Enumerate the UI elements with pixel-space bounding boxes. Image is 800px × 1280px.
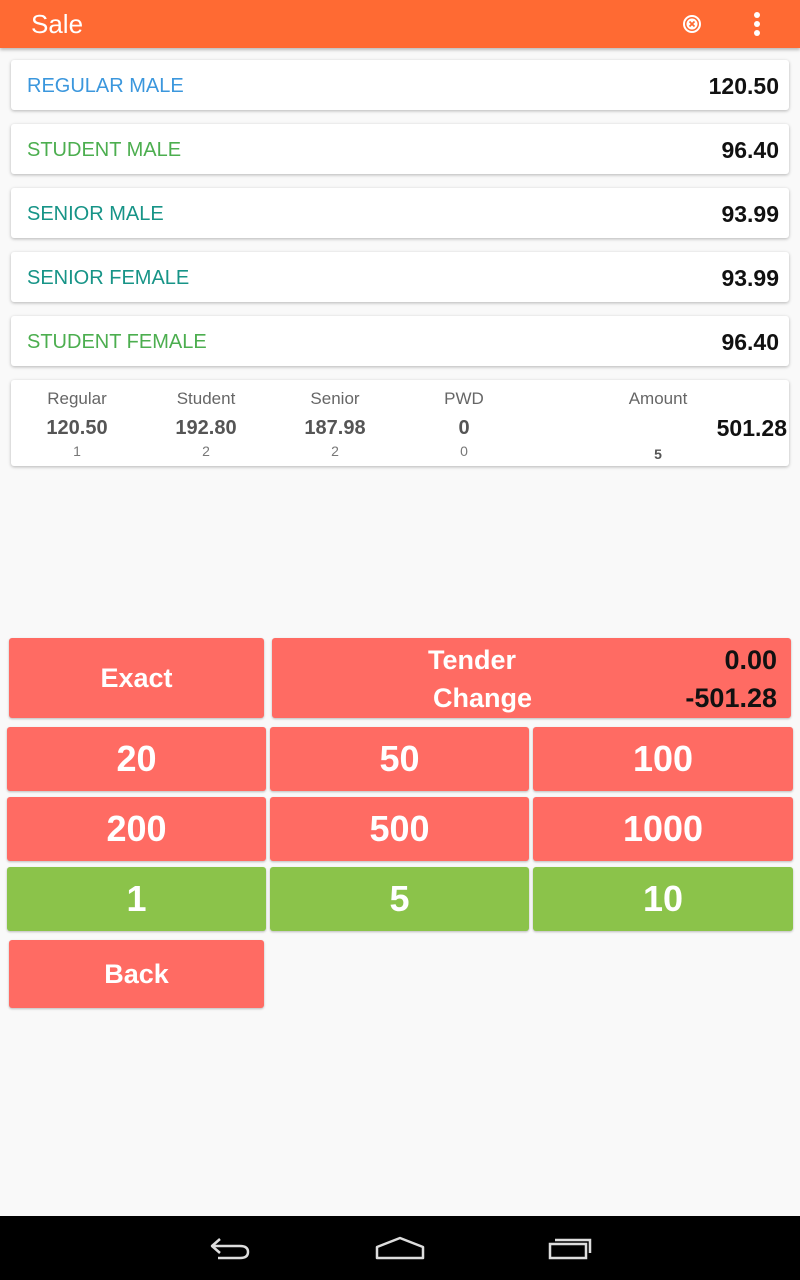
summary-label: Student [176,389,236,408]
item-name: STUDENT FEMALE [27,331,207,353]
system-nav-bar [0,1216,800,1280]
tender-200-button[interactable]: 200 [7,797,266,861]
change-value: -501.28 [685,683,777,713]
tender-20-button[interactable]: 20 [7,727,266,791]
tender-label: Tender [428,645,517,675]
item-price: 120.50 [708,73,779,99]
list-item[interactable]: STUDENT MALE 96.40 [11,124,789,174]
item-name: REGULAR MALE [27,75,184,97]
tender-1-button[interactable]: 1 [7,867,266,931]
tender-change-display: Tender 0.00 Change -501.28 [272,638,791,718]
summary-label: Senior [310,389,360,408]
tender-1000-button[interactable]: 1000 [533,797,793,861]
item-name: SENIOR MALE [27,203,164,225]
summary-amount-value: 501.28 [716,415,787,441]
tender-value: 0.00 [724,645,777,675]
tender-10-button[interactable]: 10 [533,867,793,931]
item-price: 93.99 [721,201,779,227]
summary-label: Regular [47,389,107,408]
item-price: 93.99 [721,265,779,291]
item-price: 96.40 [721,137,779,163]
nav-recents-button[interactable] [540,1226,600,1270]
nav-back-icon [210,1238,250,1260]
list-item[interactable]: SENIOR MALE 93.99 [11,188,789,238]
item-price: 96.40 [721,329,779,355]
tender-50-button[interactable]: 50 [270,727,529,791]
summary-count: 1 [73,443,81,459]
app-bar: Sale [0,0,800,48]
exact-button[interactable]: Exact [9,638,264,718]
summary-count: 0 [460,443,468,459]
sale-summary: Regular 120.50 1 Student 192.80 2 Senior… [11,380,789,466]
summary-value: 187.98 [304,417,366,439]
back-button[interactable]: Back [9,940,264,1008]
tender-100-button[interactable]: 100 [533,727,793,791]
summary-value: 120.50 [46,417,108,439]
nav-home-button[interactable] [370,1226,430,1270]
list-item[interactable]: SENIOR FEMALE 93.99 [11,252,789,302]
tender-500-button[interactable]: 500 [270,797,529,861]
summary-amount-label: Amount [628,389,688,408]
summary-value: 0 [458,417,470,439]
list-item[interactable]: REGULAR MALE 120.50 [11,60,789,110]
change-label: Change [433,683,533,713]
summary-amount-count: 5 [654,446,662,462]
summary-value: 192.80 [175,417,237,439]
list-item[interactable]: STUDENT FEMALE 96.40 [11,316,789,366]
clear-sale-button[interactable] [680,12,704,36]
nav-home-icon [375,1236,425,1260]
item-name: SENIOR FEMALE [27,267,190,289]
summary-count: 2 [331,443,339,459]
summary-label: PWD [444,389,484,408]
nav-recents-icon [548,1238,592,1260]
summary-count: 2 [202,443,210,459]
overflow-menu-button[interactable] [744,8,770,40]
tender-5-button[interactable]: 5 [270,867,529,931]
nav-back-button[interactable] [200,1226,260,1270]
page-title: Sale [31,9,84,39]
overflow-menu-icon [754,12,760,36]
item-name: STUDENT MALE [27,139,182,161]
clear-circle-icon [683,15,701,33]
